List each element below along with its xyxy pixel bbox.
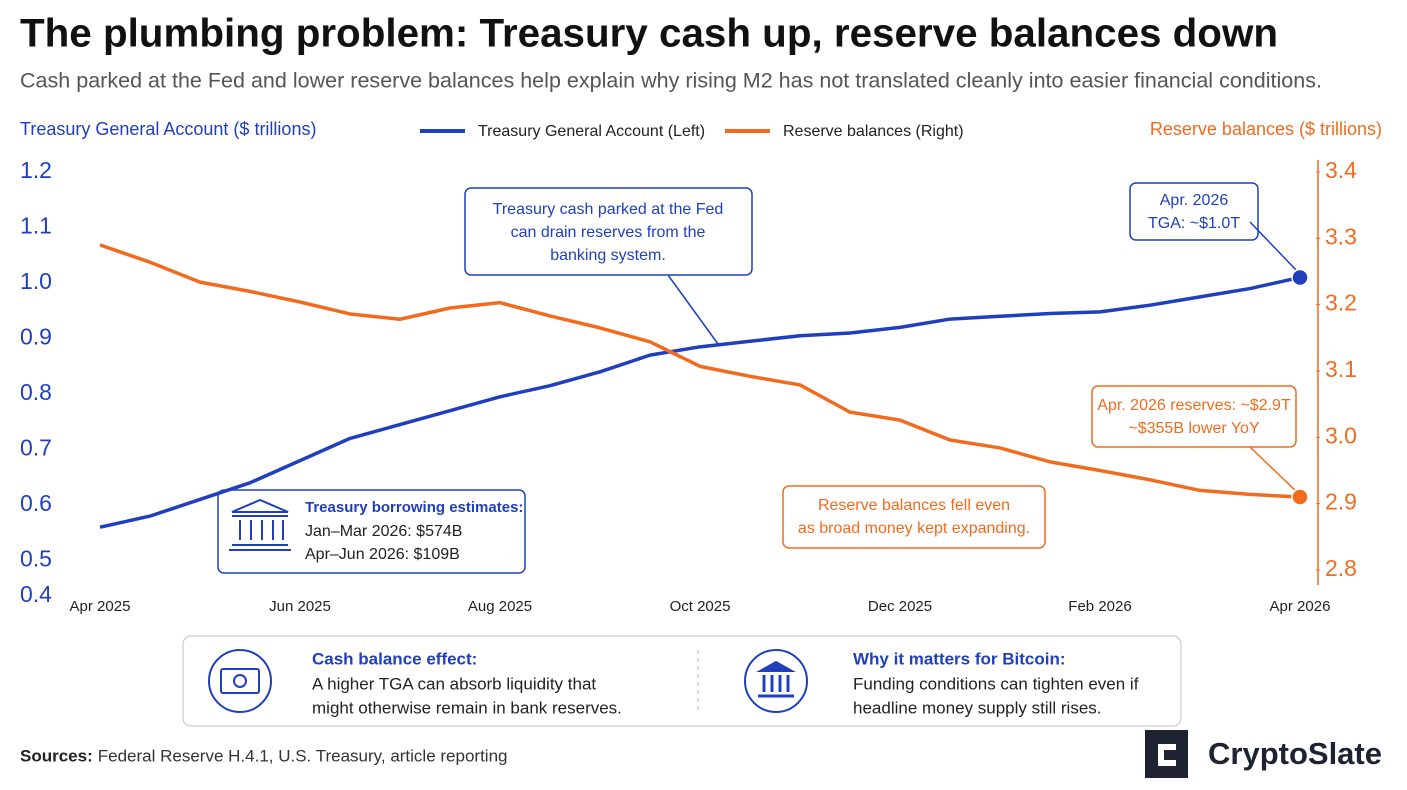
annotation-text: TGA: ~$1.0T (1148, 215, 1240, 232)
panel-text: Funding conditions can tighten even if (853, 674, 1139, 693)
x-tick-label: Oct 2025 (670, 598, 731, 615)
y2-tick-label: 2.8 (1325, 555, 1357, 581)
cash-icon (208, 649, 272, 713)
annotation-text: as broad money kept expanding. (798, 520, 1030, 537)
annotation-box (1091, 385, 1297, 448)
panel-text: headline money supply still rises. (853, 698, 1102, 717)
annotation-leader (1249, 221, 1299, 273)
legend-label: Reserve balances (Right) (783, 123, 964, 140)
annotation-text: Apr. 2026 (1160, 192, 1229, 209)
y-tick-label: 0.4 (20, 581, 52, 607)
annotation-box (217, 489, 526, 574)
chart-title: The plumbing problem: Treasury cash up, … (20, 12, 1278, 56)
x-tick-label: Dec 2025 (868, 598, 932, 615)
panel-heading: Cash balance effect: (312, 649, 477, 668)
panel-text: A higher TGA can absorb liquidity that (312, 674, 596, 693)
bank-icon (744, 649, 808, 713)
y2-tick-label: 2.9 (1325, 489, 1357, 515)
annotation-text: ~$355B lower YoY (1128, 420, 1260, 437)
bank-icon (229, 498, 291, 551)
info-panel (182, 635, 1182, 727)
y2-tick-label: 3.4 (1325, 157, 1357, 183)
end-point (1291, 268, 1309, 287)
y-tick-label: 0.5 (20, 546, 52, 572)
annotation-box (1129, 182, 1259, 241)
x-tick-label: Apr 2025 (70, 598, 131, 615)
sources-label: Sources: (20, 746, 93, 765)
x-tick-label: Aug 2025 (468, 598, 532, 615)
brand-logo (1145, 730, 1188, 778)
annotation-text: Apr. 2026 reserves: ~$2.9T (1097, 397, 1291, 414)
y2-axis-label: Reserve balances ($ trillions) (1150, 119, 1382, 139)
y-tick-label: 0.7 (20, 435, 52, 461)
sources-text: Federal Reserve H.4.1, U.S. Treasury, ar… (98, 746, 508, 765)
annotation-leader (1249, 446, 1299, 494)
y-tick-label: 0.6 (20, 490, 52, 516)
annotation-box (464, 187, 753, 276)
y2-tick-label: 3.0 (1325, 422, 1357, 448)
y-axis-label: Treasury General Account ($ trillions) (20, 119, 316, 139)
legend-label: Treasury General Account (Left) (478, 123, 705, 140)
series-line (99, 243, 1301, 499)
brand-logo-mark (1158, 744, 1176, 766)
panel-heading: Why it matters for Bitcoin: (853, 649, 1066, 668)
y-tick-label: 1.1 (20, 213, 52, 239)
y2-tick-label: 3.2 (1325, 290, 1357, 316)
y2-tick-label: 3.3 (1325, 223, 1357, 249)
annotation-text: can drain reserves from the (511, 224, 706, 241)
x-tick-label: Jun 2025 (269, 598, 331, 615)
annotation-box (782, 485, 1046, 549)
series-line (99, 275, 1301, 529)
annotation-text: Reserve balances fell even (818, 497, 1010, 514)
annotation-text: Treasury cash parked at the Fed (493, 201, 724, 218)
annotation-text: Apr–Jun 2026: $109B (305, 546, 460, 563)
y-tick-label: 1.2 (20, 157, 52, 183)
y-tick-label: 0.8 (20, 379, 52, 405)
panel-text: might otherwise remain in bank reserves. (312, 698, 622, 717)
x-tick-label: Feb 2026 (1068, 598, 1131, 615)
chart-subtitle: Cash parked at the Fed and lower reserve… (20, 70, 1322, 93)
annotation-heading: Treasury borrowing estimates: (305, 499, 523, 516)
y2-tick-label: 3.1 (1325, 356, 1357, 382)
annotation-leader (667, 274, 719, 345)
x-tick-label: Apr 2026 (1270, 598, 1331, 615)
y-tick-label: 0.9 (20, 324, 52, 350)
annotation-text: banking system. (550, 247, 666, 264)
y-tick-label: 1.0 (20, 268, 52, 294)
annotation-text: Jan–Mar 2026: $574B (305, 523, 462, 540)
brand-name: CryptoSlate (1208, 736, 1382, 771)
end-point (1291, 488, 1309, 506)
